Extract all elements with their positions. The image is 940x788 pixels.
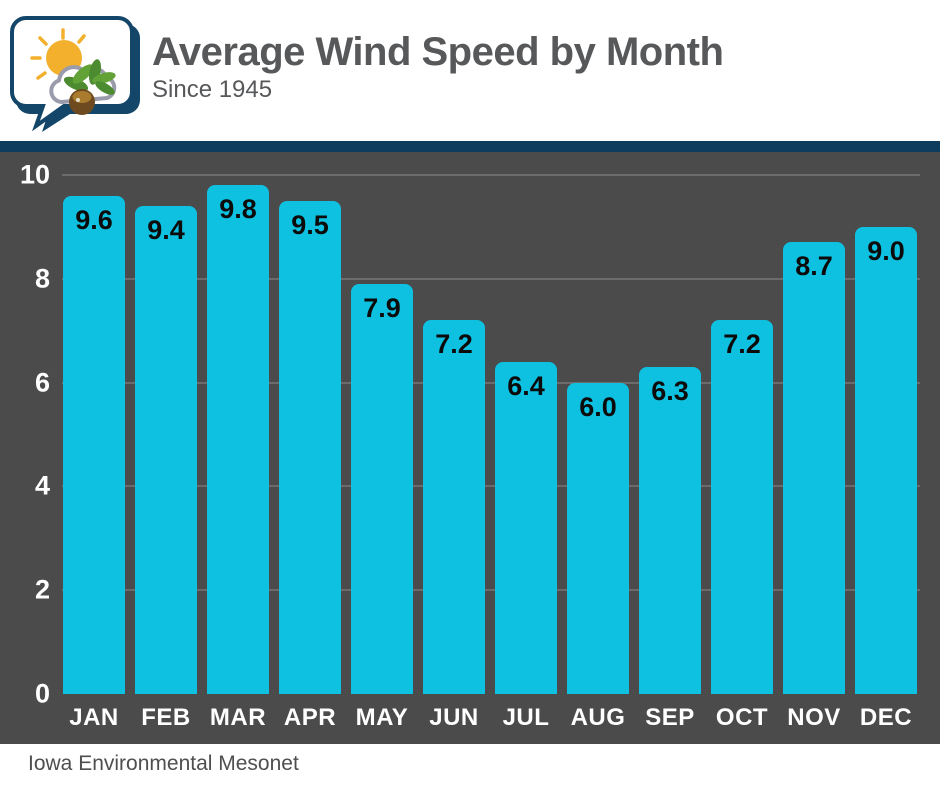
bar-feb: 9.4 [135,206,197,694]
header-divider [0,141,940,152]
gridline [62,381,920,384]
bar-aug: 6.0 [567,382,629,694]
gridline [62,485,920,488]
x-axis-month-label: AUG [570,704,626,731]
y-axis-tick-label: 10 [19,159,50,190]
bar-apr: 9.5 [279,200,341,694]
bar-value-label: 9.4 [147,215,185,246]
bar-jan: 9.6 [63,195,125,694]
bar-value-label: 9.6 [75,204,113,235]
header: Average Wind Speed by Month Since 1945 [0,0,940,141]
bar-value-label: 7.2 [435,329,473,360]
bar-value-label: 8.7 [795,251,833,282]
iowa-mesonet-logo-icon [10,16,140,132]
bar-may: 7.9 [351,284,413,694]
bar-jun: 7.2 [423,320,485,694]
x-axis-month-label: JAN [69,704,119,731]
x-axis-month-label: MAY [355,704,409,731]
bar-value-label: 6.4 [507,370,545,401]
source-attribution: Iowa Environmental Mesonet [28,752,299,775]
title-block: Average Wind Speed by Month Since 1945 [152,30,724,104]
x-axis-month-label: APR [283,704,337,731]
bar-value-label: 9.8 [219,194,257,225]
buckeye-nut-icon [69,89,95,115]
x-axis-month-label: JUN [429,704,479,731]
x-axis-month-label: NOV [787,704,841,731]
gridline [62,589,920,592]
bar-value-label: 7.9 [363,293,401,323]
gridline [62,174,920,176]
gridline [62,277,920,280]
x-axis-month-label: MAR [209,704,267,731]
bar-value-label: 6.3 [651,376,689,407]
page-title: Average Wind Speed by Month [152,30,724,74]
y-axis-tick-label: 8 [34,263,50,294]
leaf-icon [63,59,116,95]
page-subtitle: Since 1945 [152,76,273,103]
bar-dec: 9.0 [855,226,917,694]
bar-nov: 8.7 [783,242,845,694]
x-axis-month-label: SEP [645,704,695,731]
x-axis-month-label: DEC [859,704,913,731]
bar-sep: 6.3 [639,367,701,694]
sun-rays-icon [30,28,86,80]
bar-jul: 6.4 [495,361,557,694]
bar-oct: 7.2 [711,320,773,694]
x-axis-month-label: JUL [502,704,550,731]
y-axis-tick-label: 2 [34,574,50,605]
bar-mar: 9.8 [207,185,269,694]
y-axis-tick-label: 0 [34,678,50,709]
bar-value-label: 6.0 [579,391,617,422]
bar-value-label: 9.5 [291,209,329,240]
bar-chart: 0 2 4 6 8 10 9.6 JAN 9.4 FEB 9.8 MAR 9.5 APR 7.9 MAY 7.2… [0,152,940,744]
bar-value-label: 9.0 [867,235,905,266]
y-axis-tick-label: 4 [34,470,50,501]
footer: Iowa Environmental Mesonet [0,744,940,788]
x-axis-month-label: FEB [141,704,191,731]
bar-value-label: 7.2 [723,329,761,360]
x-axis-month-label: OCT [715,704,769,731]
y-axis-tick-label: 6 [34,367,50,398]
